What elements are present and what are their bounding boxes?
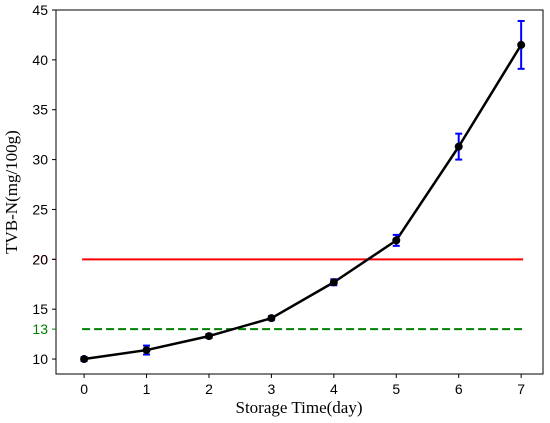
data-point (392, 236, 401, 245)
data-point (204, 332, 213, 341)
x-tick-label: 5 (392, 381, 400, 397)
reference-label-20: 20 (32, 251, 48, 267)
x-tick-label: 2 (205, 381, 213, 397)
x-tick-label: 0 (80, 381, 88, 397)
y-tick-label: 20 (32, 251, 48, 267)
y-tick-label: 45 (32, 2, 48, 18)
y-tick-label: 35 (32, 102, 48, 118)
y-tick-label: 25 (32, 201, 48, 217)
y-tick-label: 40 (32, 52, 48, 68)
reference-lines (82, 258, 524, 331)
y-tick-label: 15 (32, 301, 48, 317)
x-tick-label: 3 (268, 381, 276, 397)
data-point (267, 314, 276, 323)
x-axis-ticks: 0 1 2 3 4 5 6 7 (80, 374, 525, 397)
reference-label-13: 13 (32, 321, 48, 337)
x-axis-title: Storage Time(day) (235, 398, 362, 417)
data-point (517, 40, 526, 49)
data-point (80, 355, 89, 364)
x-tick-label: 4 (330, 381, 338, 397)
data-point (329, 278, 338, 287)
y-axis-title: TVB-N(mg/100g) (2, 130, 21, 254)
series-line (83, 44, 523, 361)
y-tick-label: 30 (32, 152, 48, 168)
x-tick-label: 1 (143, 381, 151, 397)
data-series (80, 19, 526, 364)
x-tick-label: 6 (455, 381, 463, 397)
plot-area (55, 9, 544, 375)
data-point (454, 142, 463, 151)
x-tick-label: 7 (517, 381, 525, 397)
data-point (142, 346, 151, 355)
y-tick-label: 10 (32, 351, 48, 367)
